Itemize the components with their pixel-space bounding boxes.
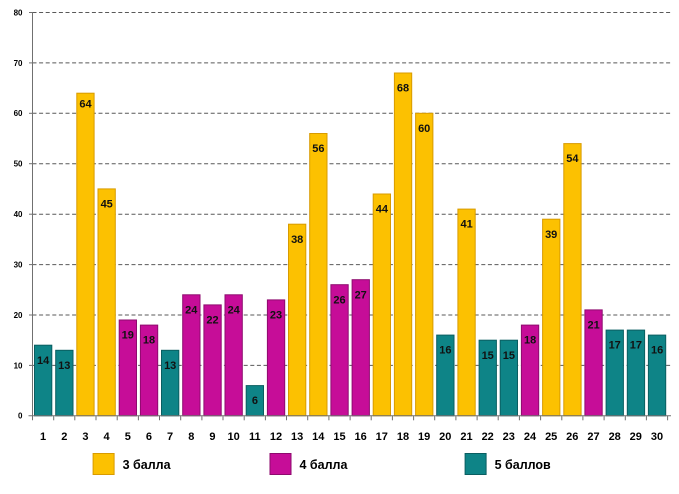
svg-text:16: 16 — [651, 345, 663, 357]
svg-text:30: 30 — [14, 261, 23, 270]
svg-text:19: 19 — [122, 330, 134, 342]
svg-text:4 балла: 4 балла — [300, 458, 349, 472]
svg-text:70: 70 — [14, 59, 23, 68]
svg-text:54: 54 — [566, 153, 579, 165]
svg-text:3 балла: 3 балла — [123, 458, 172, 472]
svg-text:13: 13 — [164, 360, 176, 372]
svg-text:11: 11 — [249, 431, 261, 443]
svg-text:27: 27 — [355, 289, 367, 301]
svg-text:60: 60 — [418, 123, 430, 135]
svg-text:18: 18 — [397, 431, 409, 443]
svg-text:17: 17 — [376, 431, 388, 443]
svg-text:20: 20 — [14, 311, 23, 320]
svg-text:40: 40 — [14, 210, 23, 219]
svg-text:6: 6 — [252, 395, 258, 407]
svg-text:12: 12 — [270, 431, 282, 443]
svg-text:23: 23 — [503, 431, 515, 443]
svg-text:45: 45 — [101, 199, 113, 211]
svg-text:38: 38 — [291, 234, 303, 246]
svg-text:13: 13 — [291, 431, 303, 443]
svg-text:4: 4 — [104, 431, 111, 443]
svg-text:18: 18 — [524, 335, 536, 347]
svg-text:22: 22 — [482, 431, 494, 443]
svg-text:44: 44 — [376, 204, 389, 216]
svg-text:24: 24 — [524, 431, 537, 443]
svg-text:16: 16 — [354, 431, 366, 443]
svg-text:27: 27 — [587, 431, 599, 443]
svg-text:28: 28 — [609, 431, 621, 443]
svg-text:18: 18 — [143, 335, 155, 347]
svg-text:5: 5 — [125, 431, 131, 443]
svg-text:26: 26 — [566, 431, 578, 443]
svg-text:60: 60 — [14, 109, 23, 118]
svg-text:2: 2 — [61, 431, 67, 443]
svg-text:20: 20 — [439, 431, 451, 443]
svg-text:22: 22 — [206, 315, 218, 327]
svg-text:41: 41 — [460, 219, 472, 231]
svg-text:21: 21 — [460, 431, 472, 443]
svg-text:24: 24 — [228, 304, 241, 316]
svg-text:15: 15 — [503, 350, 515, 362]
svg-text:15: 15 — [333, 431, 345, 443]
svg-text:14: 14 — [312, 431, 325, 443]
svg-text:26: 26 — [333, 294, 345, 306]
svg-text:68: 68 — [397, 83, 409, 95]
svg-text:13: 13 — [58, 360, 70, 372]
svg-text:17: 17 — [609, 340, 621, 352]
svg-text:56: 56 — [312, 143, 324, 155]
svg-text:39: 39 — [545, 229, 557, 241]
svg-text:64: 64 — [79, 99, 92, 111]
svg-text:16: 16 — [439, 345, 451, 357]
svg-text:1: 1 — [40, 431, 46, 443]
svg-text:80: 80 — [14, 8, 23, 17]
svg-text:25: 25 — [545, 431, 557, 443]
svg-text:8: 8 — [188, 431, 194, 443]
svg-text:14: 14 — [37, 355, 50, 367]
svg-text:5 баллов: 5 баллов — [495, 458, 551, 472]
svg-text:6: 6 — [146, 431, 152, 443]
svg-text:3: 3 — [82, 431, 88, 443]
svg-text:9: 9 — [209, 431, 215, 443]
svg-text:30: 30 — [651, 431, 663, 443]
svg-text:19: 19 — [418, 431, 430, 443]
svg-text:23: 23 — [270, 310, 282, 322]
svg-text:7: 7 — [167, 431, 173, 443]
svg-text:15: 15 — [482, 350, 494, 362]
svg-text:21: 21 — [587, 320, 599, 332]
svg-text:10: 10 — [227, 431, 239, 443]
svg-text:17: 17 — [630, 340, 642, 352]
svg-text:24: 24 — [185, 304, 198, 316]
svg-text:10: 10 — [14, 361, 23, 370]
svg-text:50: 50 — [14, 160, 23, 169]
svg-text:0: 0 — [18, 412, 23, 421]
svg-text:29: 29 — [630, 431, 642, 443]
